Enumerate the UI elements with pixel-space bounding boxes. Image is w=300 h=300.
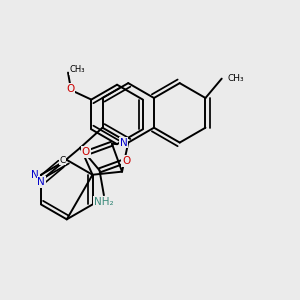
Text: CH₃: CH₃ bbox=[227, 74, 244, 83]
Text: CH₃: CH₃ bbox=[70, 65, 85, 74]
Text: N: N bbox=[120, 138, 128, 148]
Text: C: C bbox=[59, 156, 66, 165]
Text: O: O bbox=[122, 156, 130, 166]
Text: N: N bbox=[31, 170, 39, 180]
Text: O: O bbox=[66, 84, 75, 94]
Text: N: N bbox=[38, 177, 45, 187]
Text: O: O bbox=[82, 147, 90, 157]
Text: NH₂: NH₂ bbox=[94, 197, 114, 207]
